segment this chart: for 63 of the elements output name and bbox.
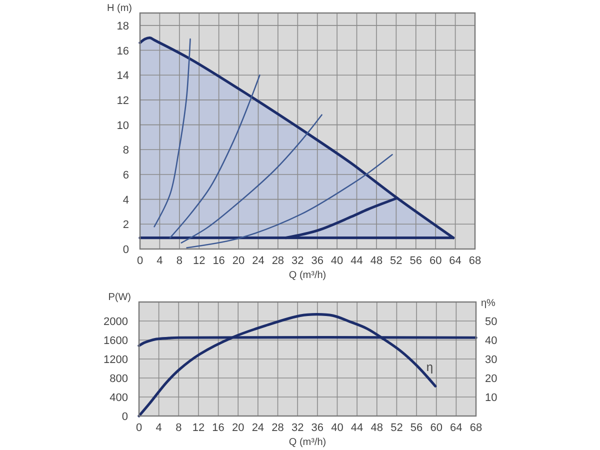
x-tick-label: 56 <box>410 255 422 267</box>
x-tick-label: 0 <box>136 255 144 267</box>
x-tick-label: 48 <box>370 422 384 434</box>
x-tick-label: 36 <box>311 255 324 267</box>
x-tick-label: 12 <box>192 255 206 267</box>
y-tick-label: 2000 <box>104 316 128 328</box>
x-tick-label: 52 <box>390 255 402 267</box>
y2-tick-label: 20 <box>485 373 498 385</box>
x-axis-title: Q (m³/h) <box>288 270 326 281</box>
y-tick-label: 12 <box>116 94 129 107</box>
y-tick-label: 1600 <box>104 335 128 347</box>
x-tick-label: 60 <box>430 422 442 434</box>
y2-tick-label: 40 <box>485 335 498 347</box>
y-tick-label: 2 <box>122 219 129 232</box>
x-tick-label: 64 <box>449 255 462 267</box>
x-tick-label: 32 <box>292 255 304 267</box>
y-tick-label: 0 <box>122 411 128 423</box>
y2-tick-label: 50 <box>485 316 498 328</box>
y-tick-label: 14 <box>116 70 129 82</box>
x-tick-label: 64 <box>450 422 462 434</box>
y-tick-label: 800 <box>110 373 128 385</box>
x-tick-label: 20 <box>232 422 244 434</box>
y-tick-label: 10 <box>116 120 129 132</box>
y-tick-label: 18 <box>116 20 129 32</box>
x-tick-label: 52 <box>390 422 403 434</box>
y2-tick-label: 10 <box>485 392 498 404</box>
x-tick-label: 36 <box>311 422 324 434</box>
x-tick-label: 48 <box>370 255 383 267</box>
x-tick-label: 60 <box>429 255 442 267</box>
x-tick-label: 8 <box>176 422 182 434</box>
x-tick-label: 24 <box>252 255 264 267</box>
x-tick-label: 44 <box>350 255 363 267</box>
x-tick-label: 44 <box>350 422 364 434</box>
x-tick-label: 68 <box>470 422 482 434</box>
x-tick-label: 40 <box>330 255 344 267</box>
y-axis-title: H (m) <box>107 3 132 14</box>
x-tick-label: 28 <box>272 422 284 434</box>
y-tick-label: 16 <box>116 45 129 58</box>
y2-axis-title: η% <box>481 298 496 309</box>
x-tick-label: 20 <box>232 255 245 267</box>
series-label: η <box>426 360 434 374</box>
x-tick-label: 24 <box>252 422 264 434</box>
y-axis-title: P(W) <box>108 292 131 303</box>
y-tick-label: 4 <box>122 194 129 206</box>
y-tick-label: 0 <box>122 244 129 256</box>
x-tick-label: 56 <box>410 422 423 434</box>
x-tick-label: 4 <box>156 422 162 434</box>
x-tick-label: 28 <box>272 255 284 267</box>
y-tick-label: 8 <box>122 144 129 157</box>
x-tick-label: 8 <box>176 255 182 267</box>
x-tick-label: 16 <box>212 255 225 267</box>
x-tick-label: 12 <box>192 422 205 434</box>
y2-tick-label: 30 <box>485 354 498 366</box>
x-tick-label: 0 <box>136 422 142 434</box>
y-tick-label: 400 <box>110 392 128 404</box>
x-tick-label: 32 <box>291 422 304 434</box>
y-tick-label: 6 <box>122 169 129 182</box>
x-tick-label: 68 <box>468 255 482 267</box>
x-tick-label: 4 <box>156 255 163 267</box>
x-tick-label: 40 <box>331 422 344 434</box>
x-tick-label: 16 <box>212 422 224 434</box>
y-tick-label: 1200 <box>104 354 128 366</box>
x-axis-title: Q (m³/h) <box>288 437 326 448</box>
